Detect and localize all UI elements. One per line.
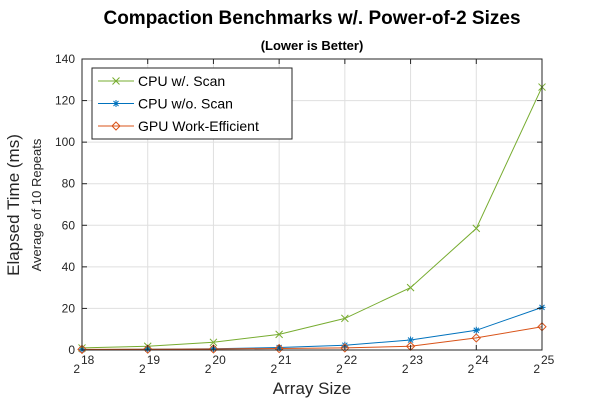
- axis-ticks: [81, 58, 543, 351]
- y-tick-label: 0: [68, 343, 75, 357]
- data-point: [340, 343, 350, 353]
- data-point: [406, 283, 415, 292]
- legend-entry: CPU w/o. Scan: [98, 96, 233, 112]
- legend-entry: GPU Work-Efficient: [98, 118, 259, 134]
- legend-marker: [111, 121, 121, 131]
- y-tick-label: 80: [62, 177, 76, 191]
- series-line: [81, 86, 543, 349]
- data-point: [208, 344, 219, 354]
- x-tick-base: 2: [205, 362, 212, 376]
- chart-subtitle: (Lower is Better): [261, 38, 364, 53]
- x-tick-exponent: 20: [212, 353, 226, 367]
- x-tick-base: 2: [402, 362, 409, 376]
- y-tick-label: 120: [55, 94, 75, 108]
- y-tick-label: 40: [62, 260, 76, 274]
- series-lines: [81, 86, 543, 351]
- x-tick-exponent: 21: [278, 353, 292, 367]
- plot-frame: [81, 58, 543, 351]
- y-tick-label: 20: [62, 301, 76, 315]
- y-tick-labels: 0 20 40 60 80 100 120 140: [55, 52, 75, 357]
- x-tick-label: 218: [73, 353, 94, 376]
- y-tick-label: 100: [55, 135, 75, 149]
- x-tick-label: 220: [205, 353, 226, 376]
- x-tick-base: 2: [270, 362, 277, 376]
- x-tick-base: 2: [533, 362, 540, 376]
- x-tick-label: 225: [533, 353, 554, 376]
- x-tick-base: 2: [73, 362, 80, 376]
- data-point: [274, 343, 284, 354]
- x-tick-label: 222: [336, 353, 357, 376]
- x-tick-base: 2: [139, 362, 146, 376]
- data-point: [143, 344, 153, 354]
- x-tick-exponent: 19: [147, 353, 161, 367]
- x-tick-exponent: 23: [410, 353, 424, 367]
- x-tick-label: 223: [402, 353, 423, 376]
- legend-label: CPU w/o. Scan: [138, 96, 233, 112]
- x-tick-label: 219: [139, 353, 160, 376]
- chart-title: Compaction Benchmarks w/. Power-of-2 Siz…: [103, 8, 520, 29]
- x-tick-exponent: 25: [541, 353, 555, 367]
- legend-entry: CPU w/. Scan: [98, 73, 225, 89]
- legend: CPU w/. Scan CPU w/o. Scan GPU Work-Effici…: [91, 67, 293, 140]
- data-point: [209, 338, 218, 347]
- data-point: [341, 314, 349, 323]
- legend-marker: [112, 100, 120, 107]
- x-tick-base: 2: [468, 362, 475, 376]
- x-tick-label: 224: [468, 353, 489, 376]
- x-tick-exponent: 18: [81, 353, 95, 367]
- x-axis-title: Array Size: [273, 379, 351, 398]
- data-point: [77, 344, 87, 355]
- y-tick-label: 60: [62, 218, 76, 232]
- y-axis-title: Elapsed Time (ms): [4, 134, 23, 276]
- y-axis-subtitle: Average of 10 Repeats: [29, 138, 44, 271]
- x-tick-exponent: 24: [475, 353, 489, 367]
- data-point: [407, 336, 415, 344]
- x-tick-label: 221: [270, 353, 291, 376]
- y-tick-label: 140: [55, 52, 75, 66]
- data-point: [275, 330, 283, 339]
- data-point: [472, 326, 480, 334]
- legend-marker: [112, 77, 120, 85]
- x-tick-exponent: 22: [344, 353, 358, 367]
- series-line: [81, 326, 543, 350]
- data-point: [471, 333, 481, 343]
- x-tick-base: 2: [336, 362, 343, 376]
- legend-label: CPU w/. Scan: [138, 73, 225, 89]
- legend-label: GPU Work-Efficient: [138, 118, 259, 134]
- data-point: [472, 224, 481, 233]
